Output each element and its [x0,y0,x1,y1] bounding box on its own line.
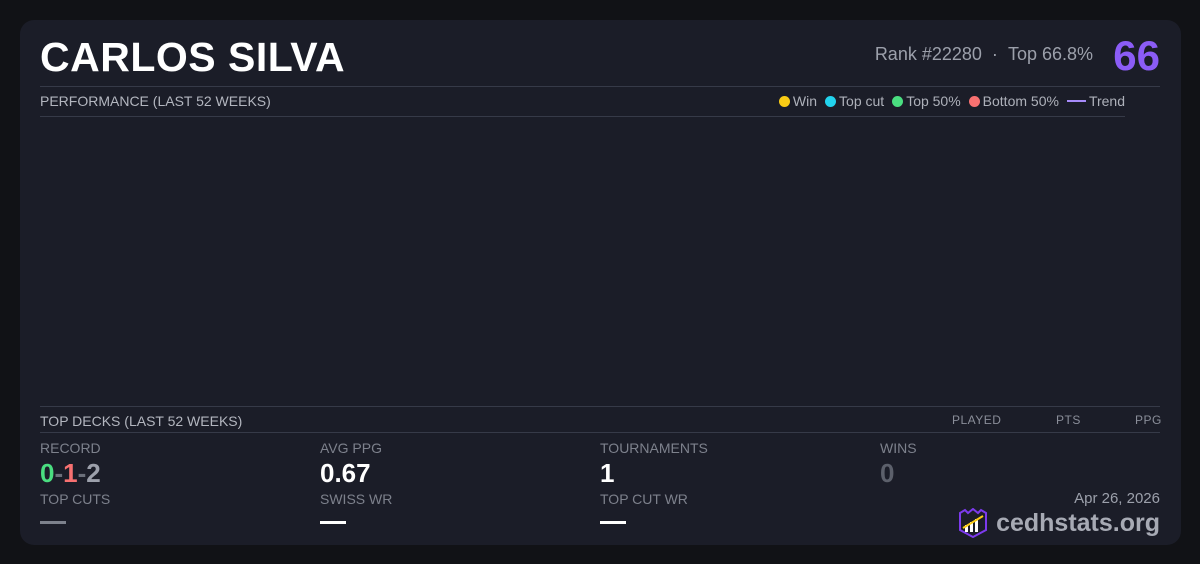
rank-info: Rank #22280 · Top 66.8% [875,44,1093,65]
record-losses: 1 [63,458,78,488]
stat-label: TOP CUT WR [600,491,688,507]
legend-label: Win [792,93,818,109]
legend-top-cut: Top cut [825,93,884,109]
stat-wins: WINS 0 [880,440,917,489]
brand: cedhstats.org [958,508,1160,538]
separator: · [991,44,998,64]
trend-line-icon [1066,100,1086,102]
col-played: PLAYED [952,413,1002,427]
performance-title: PERFORMANCE (LAST 52 WEEKS) [40,93,271,109]
rank: Rank #22280 [874,44,982,64]
stat-swiss-wr: SWISS WR — [320,491,392,524]
stat-label: WINS [880,440,917,456]
stat-value: 1 [600,458,615,488]
brand-name: cedhstats.org [996,508,1160,537]
legend-bottom-50: Bottom 50% [968,93,1059,109]
record-draws: 2 [86,458,101,488]
stat-value: 0.67 [320,458,371,488]
stat-tournaments: TOURNAMENTS 1 [600,440,708,489]
player-name: CARLOS SILVA [40,34,346,80]
col-ppg: PPG [1135,413,1162,427]
stat-label: TOURNAMENTS [600,440,708,456]
stat-value-empty: — [320,521,346,524]
stat-avg-ppg: AVG PPG 0.67 [320,440,382,489]
divider [40,116,1125,117]
record-wins: 0 [40,458,55,488]
player-card: CARLOS SILVA Rank #22280 · Top 66.8% 66 … [20,20,1181,545]
stat-top-cuts: TOP CUTS — [40,491,110,524]
bottom-50-dot-icon [968,95,980,107]
legend-label: Top cut [839,93,885,109]
top-cut-dot-icon [825,95,837,107]
stat-value-empty: — [40,521,66,524]
stat-top-cut-wr: TOP CUT WR — [600,491,688,524]
divider [40,86,1160,87]
win-dot-icon [778,95,790,107]
legend-win: Win [778,93,818,109]
stat-value-empty: — [600,521,626,524]
divider [40,432,1160,433]
top-50-dot-icon [892,95,904,107]
player-score: 66 [1113,32,1160,79]
stat-label: SWISS WR [320,491,393,507]
stat-label: RECORD [40,440,101,456]
top-decks-title: TOP DECKS (LAST 52 WEEKS) [40,413,243,429]
legend-label: Bottom 50% [982,93,1059,109]
shield-chart-icon [959,508,988,538]
legend-label: Top 50% [906,93,961,109]
chart-legend: Win Top cut Top 50% Bottom 50% Trend [778,93,1125,109]
stat-record: RECORD 0-1-2 [40,440,101,489]
divider [40,406,1160,407]
record-sep: - [54,458,64,488]
stat-label: TOP CUTS [40,491,111,507]
stat-value: 0 [880,458,895,488]
stat-label: AVG PPG [320,440,382,456]
legend-trend: Trend [1066,93,1125,109]
legend-label: Trend [1088,93,1125,109]
record-value: 0-1-2 [40,458,101,489]
legend-top-50: Top 50% [892,93,961,109]
record-sep: - [77,458,87,488]
top-percent: Top 66.8% [1007,44,1093,64]
date: Apr 26, 2026 [1074,490,1160,507]
col-pts: PTS [1056,413,1081,427]
